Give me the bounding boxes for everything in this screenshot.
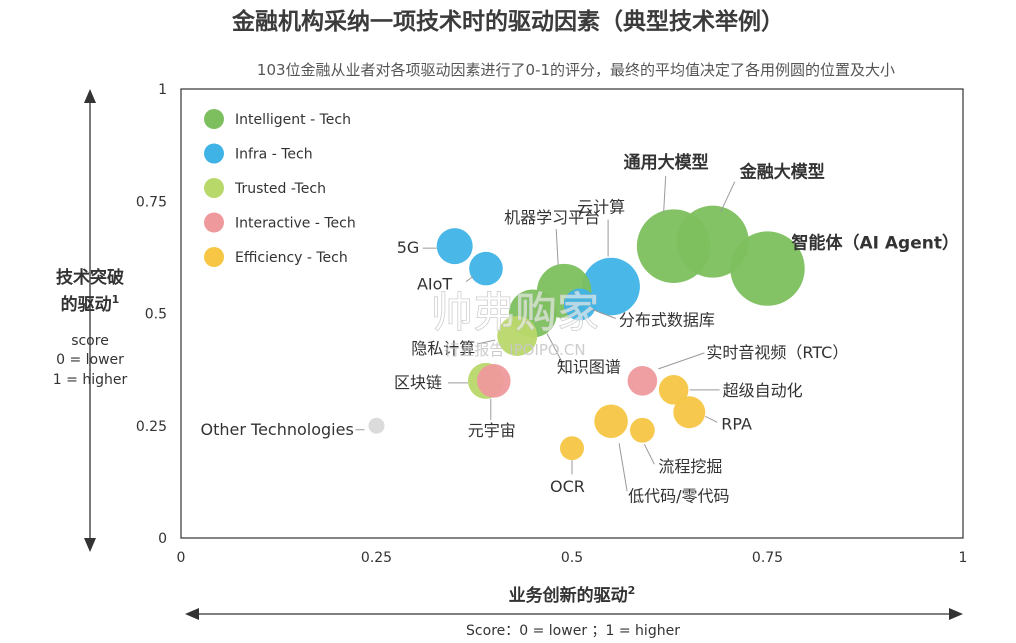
watermark-main: 帅弗购家	[431, 288, 599, 337]
legend-swatch-intelligent	[204, 109, 224, 129]
bubble-label-ocr: OCR	[550, 477, 585, 496]
legend-swatch-interactive	[204, 212, 224, 233]
bubble-llm-finance	[676, 205, 749, 278]
leader-process-mining	[643, 444, 655, 465]
watermark: 帅弗购家 行业报告 IPOIPO.CN	[431, 288, 600, 359]
bubble-ocr	[560, 436, 584, 461]
bubble-distributed-db	[563, 288, 596, 321]
bubble-label-ai-agent: 智能体（AI Agent）	[792, 233, 960, 254]
x-tick-label-3: 0.75	[752, 550, 783, 566]
bubble-label-rpa: RPA	[721, 414, 752, 433]
y-axis-ticks: 0 0.25 0.5 0.75 1	[136, 82, 167, 547]
bubble-ai-agent	[730, 231, 805, 306]
leader-lines-layer	[355, 176, 736, 492]
y-axis-title-line2-text: 的驱动	[61, 294, 112, 315]
bubble-privacy-computing	[497, 315, 538, 356]
bubble-label-llm-finance: 金融大模型	[739, 162, 825, 183]
legend: Intelligent - Tech Infra - Tech Trusted -T…	[204, 109, 356, 267]
legend-swatch-trusted	[204, 178, 224, 198]
legend-label-efficiency: Efficiency - Tech	[235, 250, 348, 266]
bubble-label-ml-platform: 机器学习平台	[504, 208, 600, 227]
bubble-label-cloud: 云计算	[577, 198, 625, 217]
x-axis-note: Score：0 = lower ；1 = higher	[466, 623, 680, 639]
bubble-label-distributed-db: 分布式数据库	[619, 311, 715, 330]
bubble-label-other-tech: Other Technologies	[201, 420, 354, 439]
legend-label-intelligent: Intelligent - Tech	[235, 112, 351, 128]
y-tick-label-1: 0.25	[136, 419, 167, 435]
legend-label-infra: Infra - Tech	[235, 147, 313, 163]
legend-label-interactive: Interactive - Tech	[235, 216, 356, 232]
y-axis-note-2: 1 = higher	[53, 372, 128, 388]
bubble-label-rtc: 实时音视频（RTC）	[706, 343, 848, 362]
chart-title: 金融机构采纳一项技术时的驱动因素（典型技术举例）	[231, 8, 784, 35]
leader-llm-finance	[720, 181, 736, 212]
x-axis-ticks: 0 0.25 0.5 0.75 1	[177, 550, 968, 566]
x-axis-title: 业务创新的驱动2	[509, 584, 636, 606]
leader-ml-platform	[555, 229, 559, 266]
bubble-label-llm-general: 通用大模型	[624, 152, 709, 173]
x-axis-footnote-mark: 2	[628, 584, 636, 597]
bubble-low-code	[594, 404, 628, 439]
bubble-aiot	[469, 251, 503, 286]
leader-rpa	[705, 415, 718, 423]
bubbles-layer	[368, 205, 805, 461]
bubble-label-hyperautomation: 超级自动化	[723, 381, 803, 400]
plot-frame	[180, 88, 964, 539]
chart-subtitle: 103位金融从业者对各项驱动因素进行了0-1的评分，最终的平均值决定了各用例圆的…	[257, 61, 895, 79]
leader-aiot	[465, 276, 474, 283]
bubble-hyperautomation	[658, 375, 689, 405]
y-axis-note-1: 0 = lower	[56, 352, 124, 368]
legend-label-trusted: Trusted -Tech	[234, 181, 326, 197]
bubble-rpa	[673, 396, 706, 429]
bubble-label-5g: 5G	[397, 238, 420, 257]
x-axis-arrow	[185, 608, 963, 620]
y-axis-arrow	[84, 89, 96, 552]
leader-rtc	[658, 352, 705, 370]
x-tick-label-2: 0.5	[561, 550, 583, 566]
leader-llm-general	[663, 176, 667, 213]
legend-swatch-efficiency	[204, 247, 224, 267]
y-tick-label-4: 1	[158, 82, 167, 98]
bubble-cloud	[582, 257, 640, 316]
bubble-process-mining	[629, 417, 655, 443]
y-axis-footnote-mark: 1	[112, 293, 120, 306]
x-axis-title-text: 业务创新的驱动	[509, 585, 628, 606]
y-tick-label-0: 0	[158, 531, 167, 547]
bubble-other-tech	[368, 417, 385, 434]
y-tick-label-2: 0.5	[145, 307, 167, 323]
x-tick-label-0: 0	[177, 550, 186, 566]
bubble-label-low-code: 低代码/零代码	[628, 486, 729, 505]
bubble-metaverse	[477, 364, 511, 398]
leader-privacy-computing	[477, 339, 496, 345]
watermark-sub: 行业报告 IPOIPO.CN	[444, 341, 585, 359]
y-axis-title-line2: 的驱动1	[61, 293, 120, 315]
bubble-label-blockchain: 区块链	[394, 373, 442, 392]
y-axis-title-line1: 技术突破	[56, 267, 124, 288]
y-axis-note-0: score	[71, 333, 109, 349]
legend-swatch-infra	[204, 143, 224, 164]
bubble-label-knowledge-graph: 知识图谱	[557, 358, 621, 377]
bubble-label-metaverse: 元宇宙	[468, 421, 516, 440]
leader-low-code	[618, 443, 628, 492]
bubble-rtc	[627, 366, 658, 396]
bubble-label-privacy-computing: 隐私计算	[411, 339, 475, 358]
y-tick-label-3: 0.75	[136, 194, 167, 210]
leader-distributed-db	[589, 308, 616, 319]
leader-knowledge-graph	[546, 333, 564, 364]
bubble-label-process-mining: 流程挖掘	[658, 457, 722, 476]
bubble-label-aiot: AIoT	[417, 275, 452, 294]
x-tick-label-1: 0.25	[361, 550, 392, 566]
x-tick-label-4: 1	[959, 550, 968, 566]
bubble-5g	[436, 228, 473, 265]
